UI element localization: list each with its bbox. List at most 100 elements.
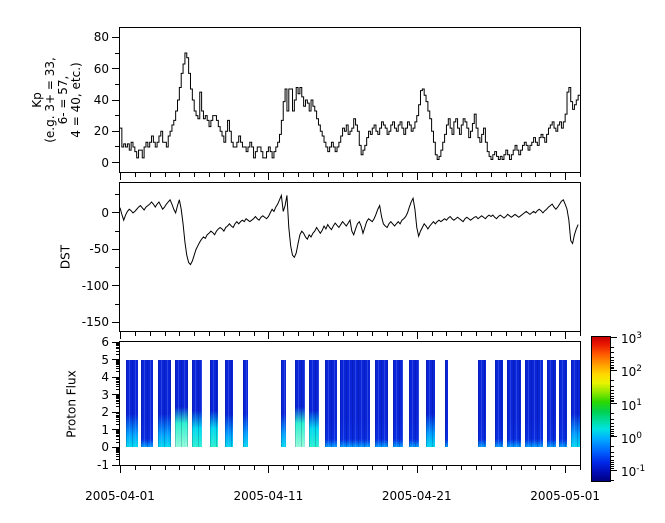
colorbar-exponent: -1 [636, 464, 646, 475]
x-tick-minor [223, 466, 225, 470]
pf-y-tick-minor [116, 430, 119, 432]
pf-y-tick-label: 3 [101, 387, 109, 402]
dst-y-tick-minor [115, 194, 119, 196]
colorbar-tick-major [611, 369, 617, 371]
pf-y-tick-label: -1 [97, 458, 109, 472]
x-tick-minor [520, 173, 522, 177]
x-tick-minor [283, 466, 285, 470]
x-tick-major [268, 332, 270, 339]
x-tick-minor [149, 466, 151, 470]
colorbar-tick-minor [611, 433, 614, 435]
pf-y-tick-minor [116, 417, 119, 419]
pf-y-tick-minor [116, 364, 119, 366]
x-tick-minor [209, 332, 211, 336]
pf-y-tick-minor [116, 379, 119, 381]
x-tick-minor [446, 466, 448, 470]
kp-y-tick-label: 40 [93, 93, 109, 107]
pf-y-tick-label: 6 [101, 335, 109, 349]
colorbar-tick-minor [611, 464, 614, 466]
x-tick-minor [431, 332, 433, 336]
x-tick-minor [580, 173, 581, 177]
pf-y-tick-minor [116, 380, 119, 382]
x-tick-minor [223, 332, 225, 336]
x-tick-minor [357, 332, 359, 336]
dst-y-tick-major [112, 248, 119, 250]
proton-flux-bar [477, 359, 487, 448]
pf-y-tick-minor [116, 424, 119, 426]
x-tick-major [565, 466, 567, 473]
pf-y-tick-minor [116, 406, 119, 408]
pf-y-tick-minor [116, 385, 119, 387]
proton-flux-bar [339, 359, 370, 448]
x-tick-minor [194, 332, 196, 336]
pf-y-tick-minor [116, 459, 119, 461]
x-tick-minor [505, 466, 507, 470]
x-tick-minor [134, 466, 136, 470]
colorbar-tick-label: 103 [621, 331, 643, 346]
dst-panel [119, 182, 581, 332]
pf-y-tick-minor [116, 343, 119, 345]
x-tick-minor [194, 466, 196, 470]
x-tick-minor [372, 332, 374, 336]
pf-y-tick-minor [116, 396, 119, 398]
pf-y-tick-minor [116, 345, 119, 347]
pf-y-tick-minor [116, 398, 119, 400]
x-tick-minor [209, 173, 211, 177]
pf-y-tick-minor [116, 348, 119, 350]
proton-flux-bar [281, 359, 286, 448]
x-tick-minor [164, 466, 166, 470]
x-tick-minor [401, 332, 403, 336]
x-tick-minor [401, 466, 403, 470]
x-tick-minor [134, 332, 136, 336]
proton-flux-bar [125, 359, 138, 448]
colorbar-tick-minor [611, 346, 614, 348]
proton-flux-bar [158, 359, 172, 448]
proton-flux-bar [507, 359, 521, 448]
pf-y-tick-minor [116, 448, 119, 450]
x-tick-minor [387, 466, 389, 470]
proton-flux-bar [294, 359, 305, 448]
x-tick-minor [357, 466, 359, 470]
x-tick-major [268, 173, 270, 180]
colorbar-tick-label: 100 [621, 430, 643, 446]
pf-y-tick-minor [116, 415, 119, 417]
kp-line-plot [120, 52, 580, 160]
pf-y-tick-minor [116, 371, 119, 373]
proton-flux-bar [324, 359, 337, 448]
colorbar-tick-major [611, 436, 617, 438]
pf-y-tick-minor [116, 360, 119, 362]
proton-flux-bar [393, 359, 403, 448]
pf-y-tick-minor [116, 452, 119, 454]
pf-y-tick-label: 5 [101, 352, 109, 367]
pf-y-tick-minor [116, 447, 119, 449]
colorbar-tick-minor [611, 446, 614, 448]
pf-y-tick-minor [116, 353, 119, 355]
colorbar-tick-major [611, 469, 617, 471]
pf-y-tick-minor [116, 350, 119, 352]
dst-y-tick-label: -50 [89, 242, 109, 257]
colorbar-tick-minor [611, 399, 614, 401]
colorbar-tick-minor [611, 395, 614, 397]
x-tick-minor [580, 332, 581, 336]
x-tick-minor [431, 173, 433, 177]
pf-y-tick-minor [116, 456, 119, 458]
pf-y-tick-major [112, 411, 119, 413]
x-tick-minor [476, 466, 478, 470]
x-tick-minor [327, 332, 329, 336]
dst-y-tick-major [112, 212, 119, 214]
pf-y-tick-minor [116, 434, 119, 436]
colorbar-tick-minor [611, 385, 614, 387]
x-tick-minor [179, 332, 181, 336]
x-tick-minor [164, 173, 166, 177]
x-tick-minor [520, 332, 522, 336]
pf-y-tick-minor [116, 403, 119, 405]
colorbar-tick-minor [611, 466, 614, 468]
x-tick-major [416, 173, 418, 180]
x-tick-label: 2005-05-01 [530, 489, 601, 503]
x-tick-minor [342, 466, 344, 470]
x-tick-minor [446, 332, 448, 336]
x-tick-minor [461, 466, 463, 470]
x-tick-minor [312, 332, 314, 336]
colorbar-tick-minor [611, 359, 614, 361]
